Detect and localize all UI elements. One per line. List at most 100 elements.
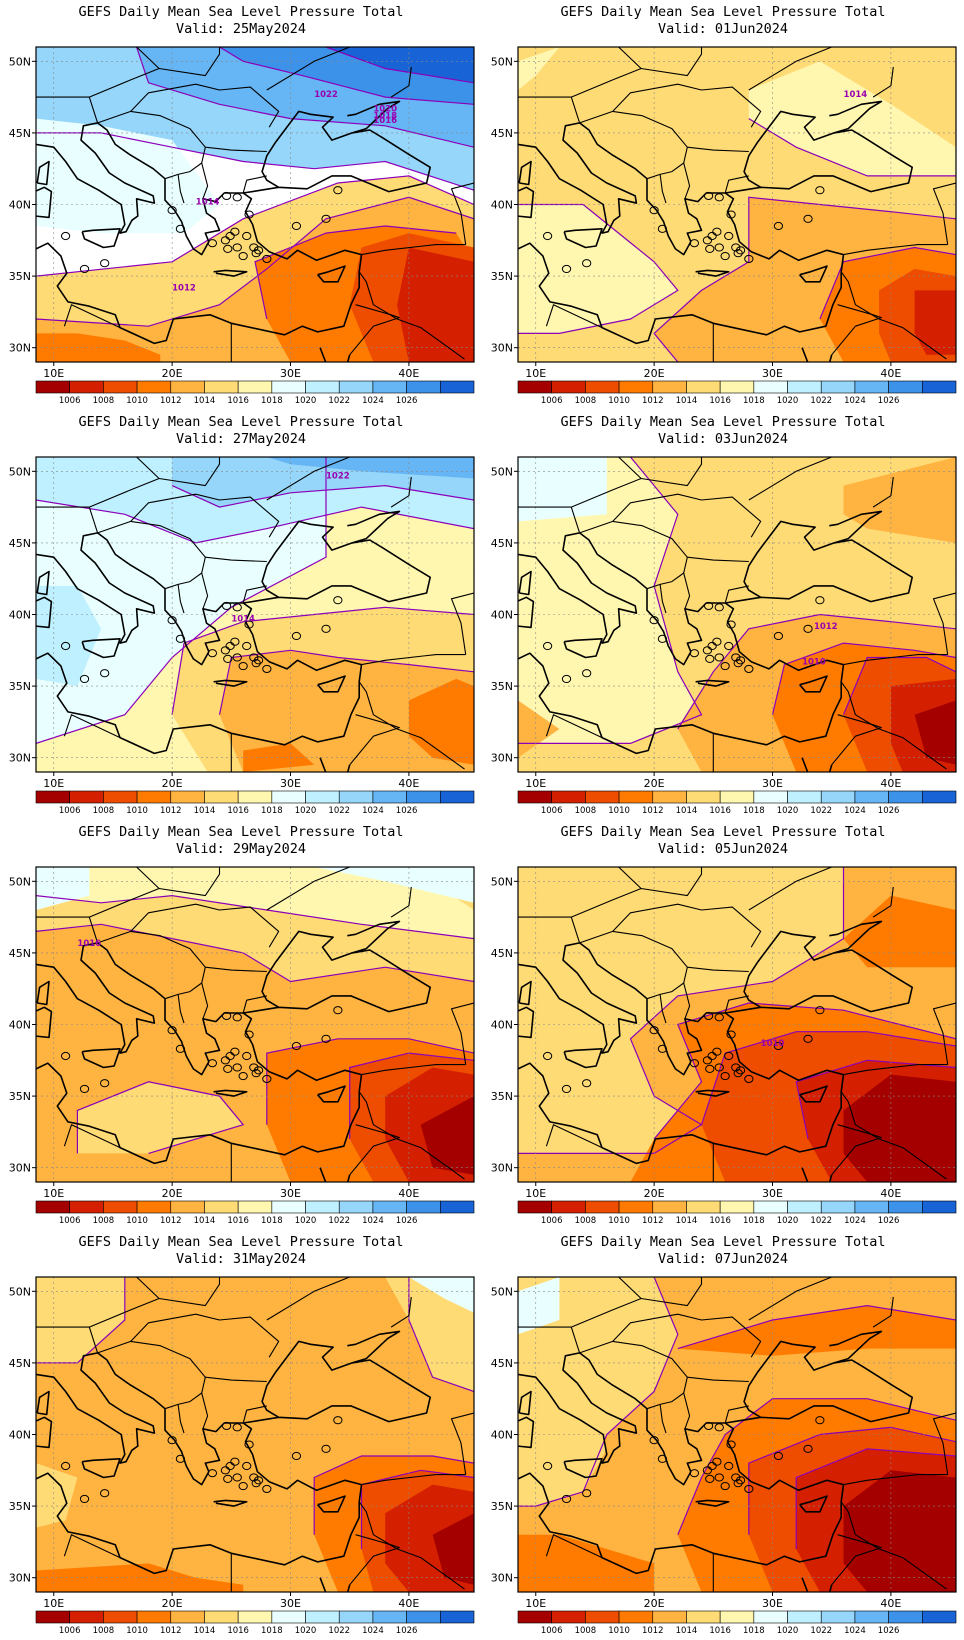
coastline	[317, 1495, 346, 1513]
island	[702, 236, 713, 245]
country-border	[205, 966, 267, 973]
island	[803, 624, 813, 633]
island	[321, 1034, 331, 1043]
country-border	[872, 476, 894, 508]
country-border	[872, 1296, 894, 1328]
island	[582, 1079, 592, 1088]
country-border	[872, 886, 894, 918]
isobar-label: 1020	[373, 104, 397, 114]
colorbar-label: 1016	[227, 806, 249, 816]
island	[735, 1066, 746, 1075]
lon-tick-label: 30E	[280, 1187, 301, 1200]
colorbar-swatch	[787, 1200, 822, 1214]
coastline	[518, 1390, 532, 1416]
country-border	[843, 1064, 948, 1076]
pressure-fill-region	[843, 895, 956, 968]
island	[735, 246, 746, 255]
country-border	[450, 1002, 474, 1065]
isobar-label: 1016	[373, 116, 397, 126]
island	[702, 1056, 713, 1065]
panel-title: GEFS Daily Mean Sea Level Pressure Total	[560, 1234, 886, 1250]
lon-tick-label: 40E	[398, 1597, 419, 1610]
colorbar-label: 1018	[743, 396, 765, 406]
colorbar-swatch	[517, 1610, 552, 1624]
country-border	[97, 520, 209, 609]
island	[220, 1466, 231, 1475]
colorbar-swatch	[888, 380, 923, 394]
coastline	[36, 1416, 53, 1449]
isobar-line	[171, 606, 474, 715]
lon-tick-label: 20E	[162, 777, 183, 790]
colorbar-label: 1020	[777, 1216, 799, 1226]
lat-tick-label: 45N	[9, 127, 31, 140]
colorbar-swatch	[440, 380, 475, 394]
country-border	[88, 1326, 99, 1354]
coastline	[518, 1416, 535, 1449]
coastline	[319, 1577, 351, 1592]
country-border	[130, 903, 280, 948]
pressure-fill-region	[243, 743, 315, 772]
country-border	[358, 681, 465, 770]
coastline	[518, 122, 845, 345]
isobar-label: 1012	[814, 622, 838, 632]
island	[244, 620, 254, 629]
colorbar-label: 1006	[541, 1216, 563, 1226]
island	[79, 674, 90, 684]
colorbar-swatch	[686, 1610, 721, 1624]
colorbar-label: 1020	[295, 1626, 317, 1636]
island	[333, 596, 343, 605]
coastline	[347, 920, 401, 954]
colorbar-label: 1026	[396, 1216, 418, 1226]
colorbar-swatch	[753, 790, 788, 804]
country-border	[88, 506, 99, 534]
country-border	[130, 1313, 280, 1358]
island	[815, 186, 825, 195]
colorbar-label: 1010	[608, 1216, 630, 1226]
colorbar-label: 1010	[608, 396, 630, 406]
panel-valid-date: Valid: 25May2024	[175, 21, 307, 37]
country-border	[659, 572, 685, 585]
country-border	[687, 146, 749, 153]
pressure-fill-region	[518, 1534, 655, 1592]
colorbar-label: 1026	[396, 806, 418, 816]
country-border	[164, 1403, 185, 1434]
country-border	[242, 1405, 267, 1424]
colorbar-label: 1010	[126, 806, 148, 816]
colorbar-label: 1022	[810, 1626, 832, 1636]
island	[657, 634, 668, 643]
country-border	[748, 47, 832, 91]
pressure-fill-region	[36, 1563, 244, 1592]
isobar-line	[76, 1081, 245, 1154]
coastline	[81, 1048, 121, 1069]
panel-valid-date: Valid: 05Jun2024	[657, 841, 789, 857]
country-border	[748, 1277, 832, 1321]
coastline	[563, 1048, 603, 1069]
island	[221, 1011, 232, 1020]
island	[542, 1051, 553, 1061]
country-border	[659, 982, 685, 995]
colorbar-swatch	[372, 1610, 407, 1624]
island	[702, 646, 713, 655]
country-border	[545, 1124, 603, 1149]
pressure-fill-region	[748, 61, 956, 176]
country-border	[659, 1392, 685, 1405]
coastline	[518, 122, 638, 234]
colorbar-swatch	[305, 380, 340, 394]
colorbar-swatch	[305, 790, 340, 804]
island	[726, 620, 736, 629]
lon-tick-label: 10E	[43, 777, 64, 790]
coastline	[955, 161, 956, 164]
coastline	[801, 347, 833, 362]
colorbar-swatch	[551, 790, 586, 804]
country-border	[242, 995, 267, 1014]
lat-tick-label: 40N	[491, 199, 513, 212]
island	[262, 664, 272, 673]
colorbar-label: 1008	[93, 396, 115, 406]
country-border	[932, 1002, 956, 1065]
colorbar-swatch	[753, 380, 788, 394]
island	[333, 1416, 343, 1425]
isobar-label: 1014	[196, 198, 220, 208]
island	[735, 1476, 746, 1485]
island	[60, 641, 71, 651]
island	[220, 236, 231, 245]
